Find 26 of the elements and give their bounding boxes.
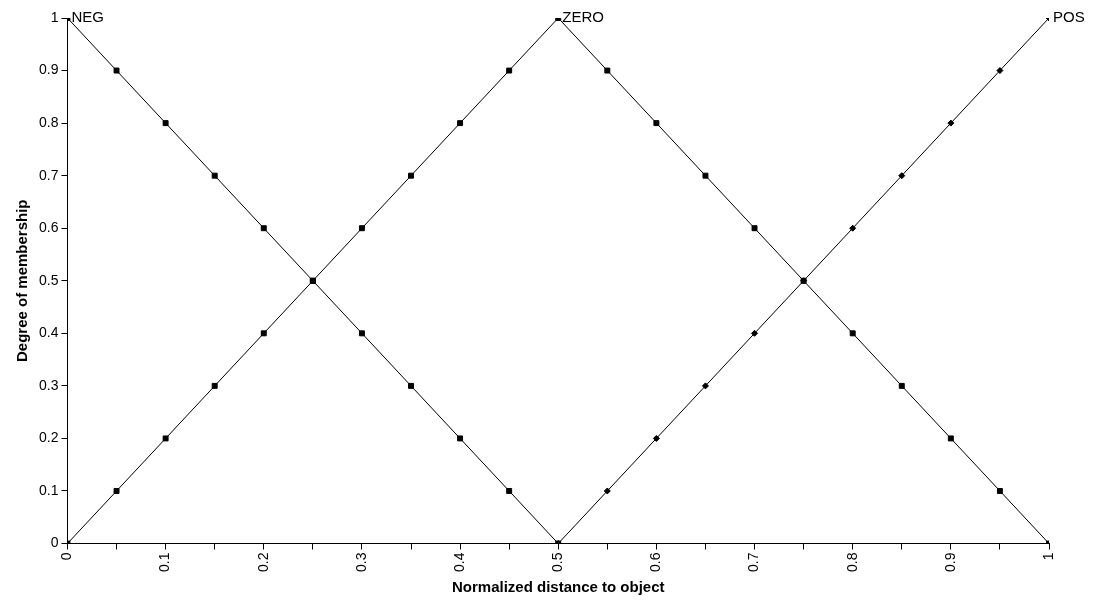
y-tick-label: 0.4 bbox=[38, 324, 59, 341]
x-tick-label: 0.4 bbox=[450, 552, 467, 573]
y-tick-label: 0.6 bbox=[38, 219, 59, 236]
x-tick-label: 0.6 bbox=[647, 552, 664, 573]
series-label: POS bbox=[1053, 8, 1085, 26]
x-tick-label: 0.3 bbox=[352, 552, 369, 573]
y-tick-label: 1 bbox=[50, 8, 59, 25]
y-tick-label: 0.7 bbox=[38, 166, 59, 183]
series-label: ZERO bbox=[562, 8, 604, 26]
x-tick-label: 0 bbox=[58, 552, 75, 561]
y-tick-label: 0.9 bbox=[38, 61, 59, 78]
x-tick-label: 0.7 bbox=[745, 552, 762, 573]
x-axis-title: Normalized distance to object bbox=[451, 578, 665, 596]
y-tick-label: 0.1 bbox=[38, 481, 59, 498]
x-tick-label: 0.1 bbox=[156, 552, 173, 573]
y-tick-label: 0.2 bbox=[38, 429, 59, 446]
x-tick-label: 0.2 bbox=[254, 552, 271, 573]
y-axis-title: Degree of membership bbox=[13, 199, 31, 363]
x-tick-label: 1 bbox=[1039, 552, 1056, 561]
x-tick-label: 0.9 bbox=[941, 552, 958, 573]
y-tick-label: 0.3 bbox=[38, 376, 59, 393]
x-tick-label: 0.5 bbox=[549, 552, 566, 573]
x-tick-label: 0.8 bbox=[843, 552, 860, 573]
y-tick-label: 0.8 bbox=[38, 113, 59, 130]
y-tick-label: 0.5 bbox=[38, 271, 59, 288]
series-label: NEG bbox=[71, 8, 104, 26]
